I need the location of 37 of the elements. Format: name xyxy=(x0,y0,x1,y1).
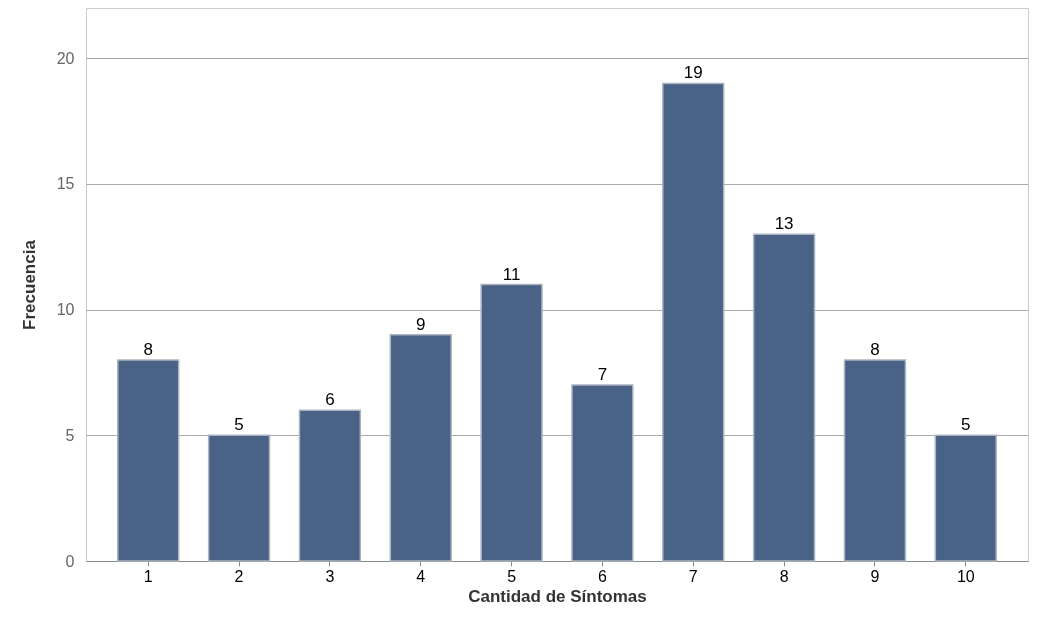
y-tick-label: 10 xyxy=(56,301,75,319)
data-label: 8 xyxy=(143,339,153,359)
y-axis-title: Frecuencia xyxy=(19,239,39,330)
data-label: 5 xyxy=(961,415,971,435)
x-tick-label: 9 xyxy=(870,567,880,585)
data-label: 5 xyxy=(234,415,244,435)
data-label: 11 xyxy=(502,264,521,284)
bar xyxy=(662,82,725,562)
bar xyxy=(298,409,362,562)
y-tick-label: 15 xyxy=(56,175,75,193)
bar xyxy=(752,233,816,562)
y-tick-label: 5 xyxy=(65,426,75,444)
x-tick-label: 6 xyxy=(597,567,607,585)
bar xyxy=(571,384,634,562)
y-tick-label: 20 xyxy=(56,49,75,67)
x-tick-label: 10 xyxy=(956,567,975,585)
data-label: 8 xyxy=(870,339,880,359)
x-tick-label: 2 xyxy=(234,567,244,585)
x-tick-label: 4 xyxy=(416,567,426,585)
y-tick-label: 0 xyxy=(65,552,75,570)
data-label: 6 xyxy=(325,390,335,410)
data-label: 19 xyxy=(683,63,703,83)
x-tick-label: 7 xyxy=(688,567,698,585)
x-tick-label: 8 xyxy=(779,567,789,585)
bar xyxy=(934,434,997,562)
bar xyxy=(207,434,271,562)
data-label: 7 xyxy=(597,365,608,385)
bar xyxy=(117,359,180,562)
x-tick-label: 3 xyxy=(325,567,335,585)
bar xyxy=(389,334,452,562)
bar xyxy=(843,359,907,562)
x-tick-label: 5 xyxy=(507,567,517,585)
x-axis-title: Cantidad de Síntomas xyxy=(468,586,647,606)
x-tick-label: 1 xyxy=(143,567,153,585)
data-label: 9 xyxy=(416,314,426,334)
data-label: 13 xyxy=(774,214,794,234)
bar xyxy=(480,283,543,562)
